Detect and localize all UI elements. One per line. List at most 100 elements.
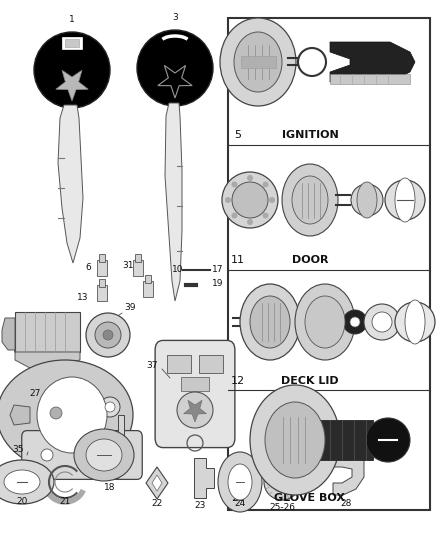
Ellipse shape (231, 213, 237, 219)
Ellipse shape (395, 178, 415, 222)
Text: 3: 3 (172, 13, 178, 22)
Ellipse shape (50, 407, 62, 419)
Ellipse shape (357, 182, 377, 218)
Bar (199, 355, 223, 373)
Ellipse shape (0, 360, 133, 470)
Ellipse shape (222, 172, 278, 228)
Polygon shape (96, 415, 124, 478)
Ellipse shape (350, 317, 360, 327)
Polygon shape (2, 318, 15, 350)
Text: 39: 39 (124, 303, 136, 311)
Text: 11: 11 (231, 255, 245, 265)
Polygon shape (146, 467, 168, 499)
Text: 12: 12 (231, 376, 245, 386)
Text: 19: 19 (212, 279, 224, 288)
Polygon shape (10, 405, 30, 425)
Text: DOOR: DOOR (292, 255, 328, 265)
Polygon shape (58, 105, 83, 263)
Ellipse shape (372, 312, 392, 332)
Bar (143, 281, 153, 297)
Ellipse shape (103, 330, 113, 340)
Ellipse shape (247, 175, 253, 181)
Text: IGNITION: IGNITION (282, 130, 339, 140)
Bar (97, 285, 107, 301)
Bar (181, 377, 209, 391)
Ellipse shape (364, 304, 400, 340)
Ellipse shape (177, 392, 213, 428)
Ellipse shape (37, 377, 107, 453)
Text: 23: 23 (194, 502, 206, 511)
Ellipse shape (305, 296, 345, 348)
Text: 22: 22 (152, 498, 162, 507)
Ellipse shape (0, 460, 54, 504)
Ellipse shape (220, 18, 296, 106)
Text: 1: 1 (69, 15, 75, 25)
Ellipse shape (269, 197, 275, 203)
Ellipse shape (265, 402, 325, 478)
Ellipse shape (405, 300, 425, 344)
Ellipse shape (74, 429, 134, 481)
Text: 6: 6 (85, 263, 91, 272)
Ellipse shape (137, 30, 213, 106)
Bar (318, 420, 373, 460)
Text: 13: 13 (77, 294, 89, 303)
Text: 35: 35 (12, 446, 24, 455)
Text: 37: 37 (146, 360, 158, 369)
FancyBboxPatch shape (22, 431, 142, 479)
Ellipse shape (95, 322, 121, 348)
Ellipse shape (231, 181, 237, 188)
Ellipse shape (343, 310, 367, 334)
Text: 24: 24 (234, 499, 246, 508)
Text: 29: 29 (231, 493, 245, 503)
Ellipse shape (240, 284, 300, 360)
Ellipse shape (262, 213, 268, 219)
Bar (99, 254, 105, 262)
Text: LOCK: LOCK (205, 361, 218, 367)
Bar (133, 260, 143, 276)
FancyBboxPatch shape (155, 341, 235, 448)
Ellipse shape (395, 302, 435, 342)
Polygon shape (158, 66, 192, 98)
Polygon shape (165, 103, 182, 301)
Text: 30: 30 (114, 440, 126, 448)
Text: DECK LID: DECK LID (281, 376, 339, 386)
Polygon shape (152, 475, 162, 491)
Polygon shape (194, 458, 214, 498)
Ellipse shape (86, 313, 130, 357)
Bar (135, 254, 141, 262)
Ellipse shape (234, 32, 282, 92)
Bar (99, 279, 105, 287)
Ellipse shape (295, 284, 355, 360)
Polygon shape (330, 42, 415, 82)
Polygon shape (56, 70, 88, 101)
Ellipse shape (100, 397, 120, 417)
Bar (97, 260, 107, 276)
Ellipse shape (298, 48, 326, 76)
Text: UNLOCK: UNLOCK (169, 361, 189, 367)
Bar (145, 275, 151, 283)
Ellipse shape (351, 184, 383, 216)
Text: GLOVE BOX: GLOVE BOX (275, 493, 346, 503)
Bar (62, 37, 82, 49)
Text: 18: 18 (104, 483, 116, 492)
Bar (330, 74, 410, 84)
Ellipse shape (225, 197, 231, 203)
Text: 20: 20 (16, 497, 28, 506)
Ellipse shape (34, 32, 110, 108)
Ellipse shape (232, 182, 268, 218)
Ellipse shape (86, 439, 122, 471)
Ellipse shape (262, 181, 268, 188)
Ellipse shape (4, 470, 40, 494)
Text: 17: 17 (212, 264, 224, 273)
Bar (167, 355, 191, 373)
Ellipse shape (105, 402, 115, 412)
Bar (241, 56, 276, 68)
Ellipse shape (272, 472, 292, 492)
Text: 25-26: 25-26 (269, 503, 295, 512)
Ellipse shape (282, 164, 338, 236)
Text: 10: 10 (172, 264, 184, 273)
Ellipse shape (41, 449, 53, 461)
Ellipse shape (218, 452, 262, 512)
Bar (15, 312, 80, 352)
Polygon shape (333, 455, 364, 495)
